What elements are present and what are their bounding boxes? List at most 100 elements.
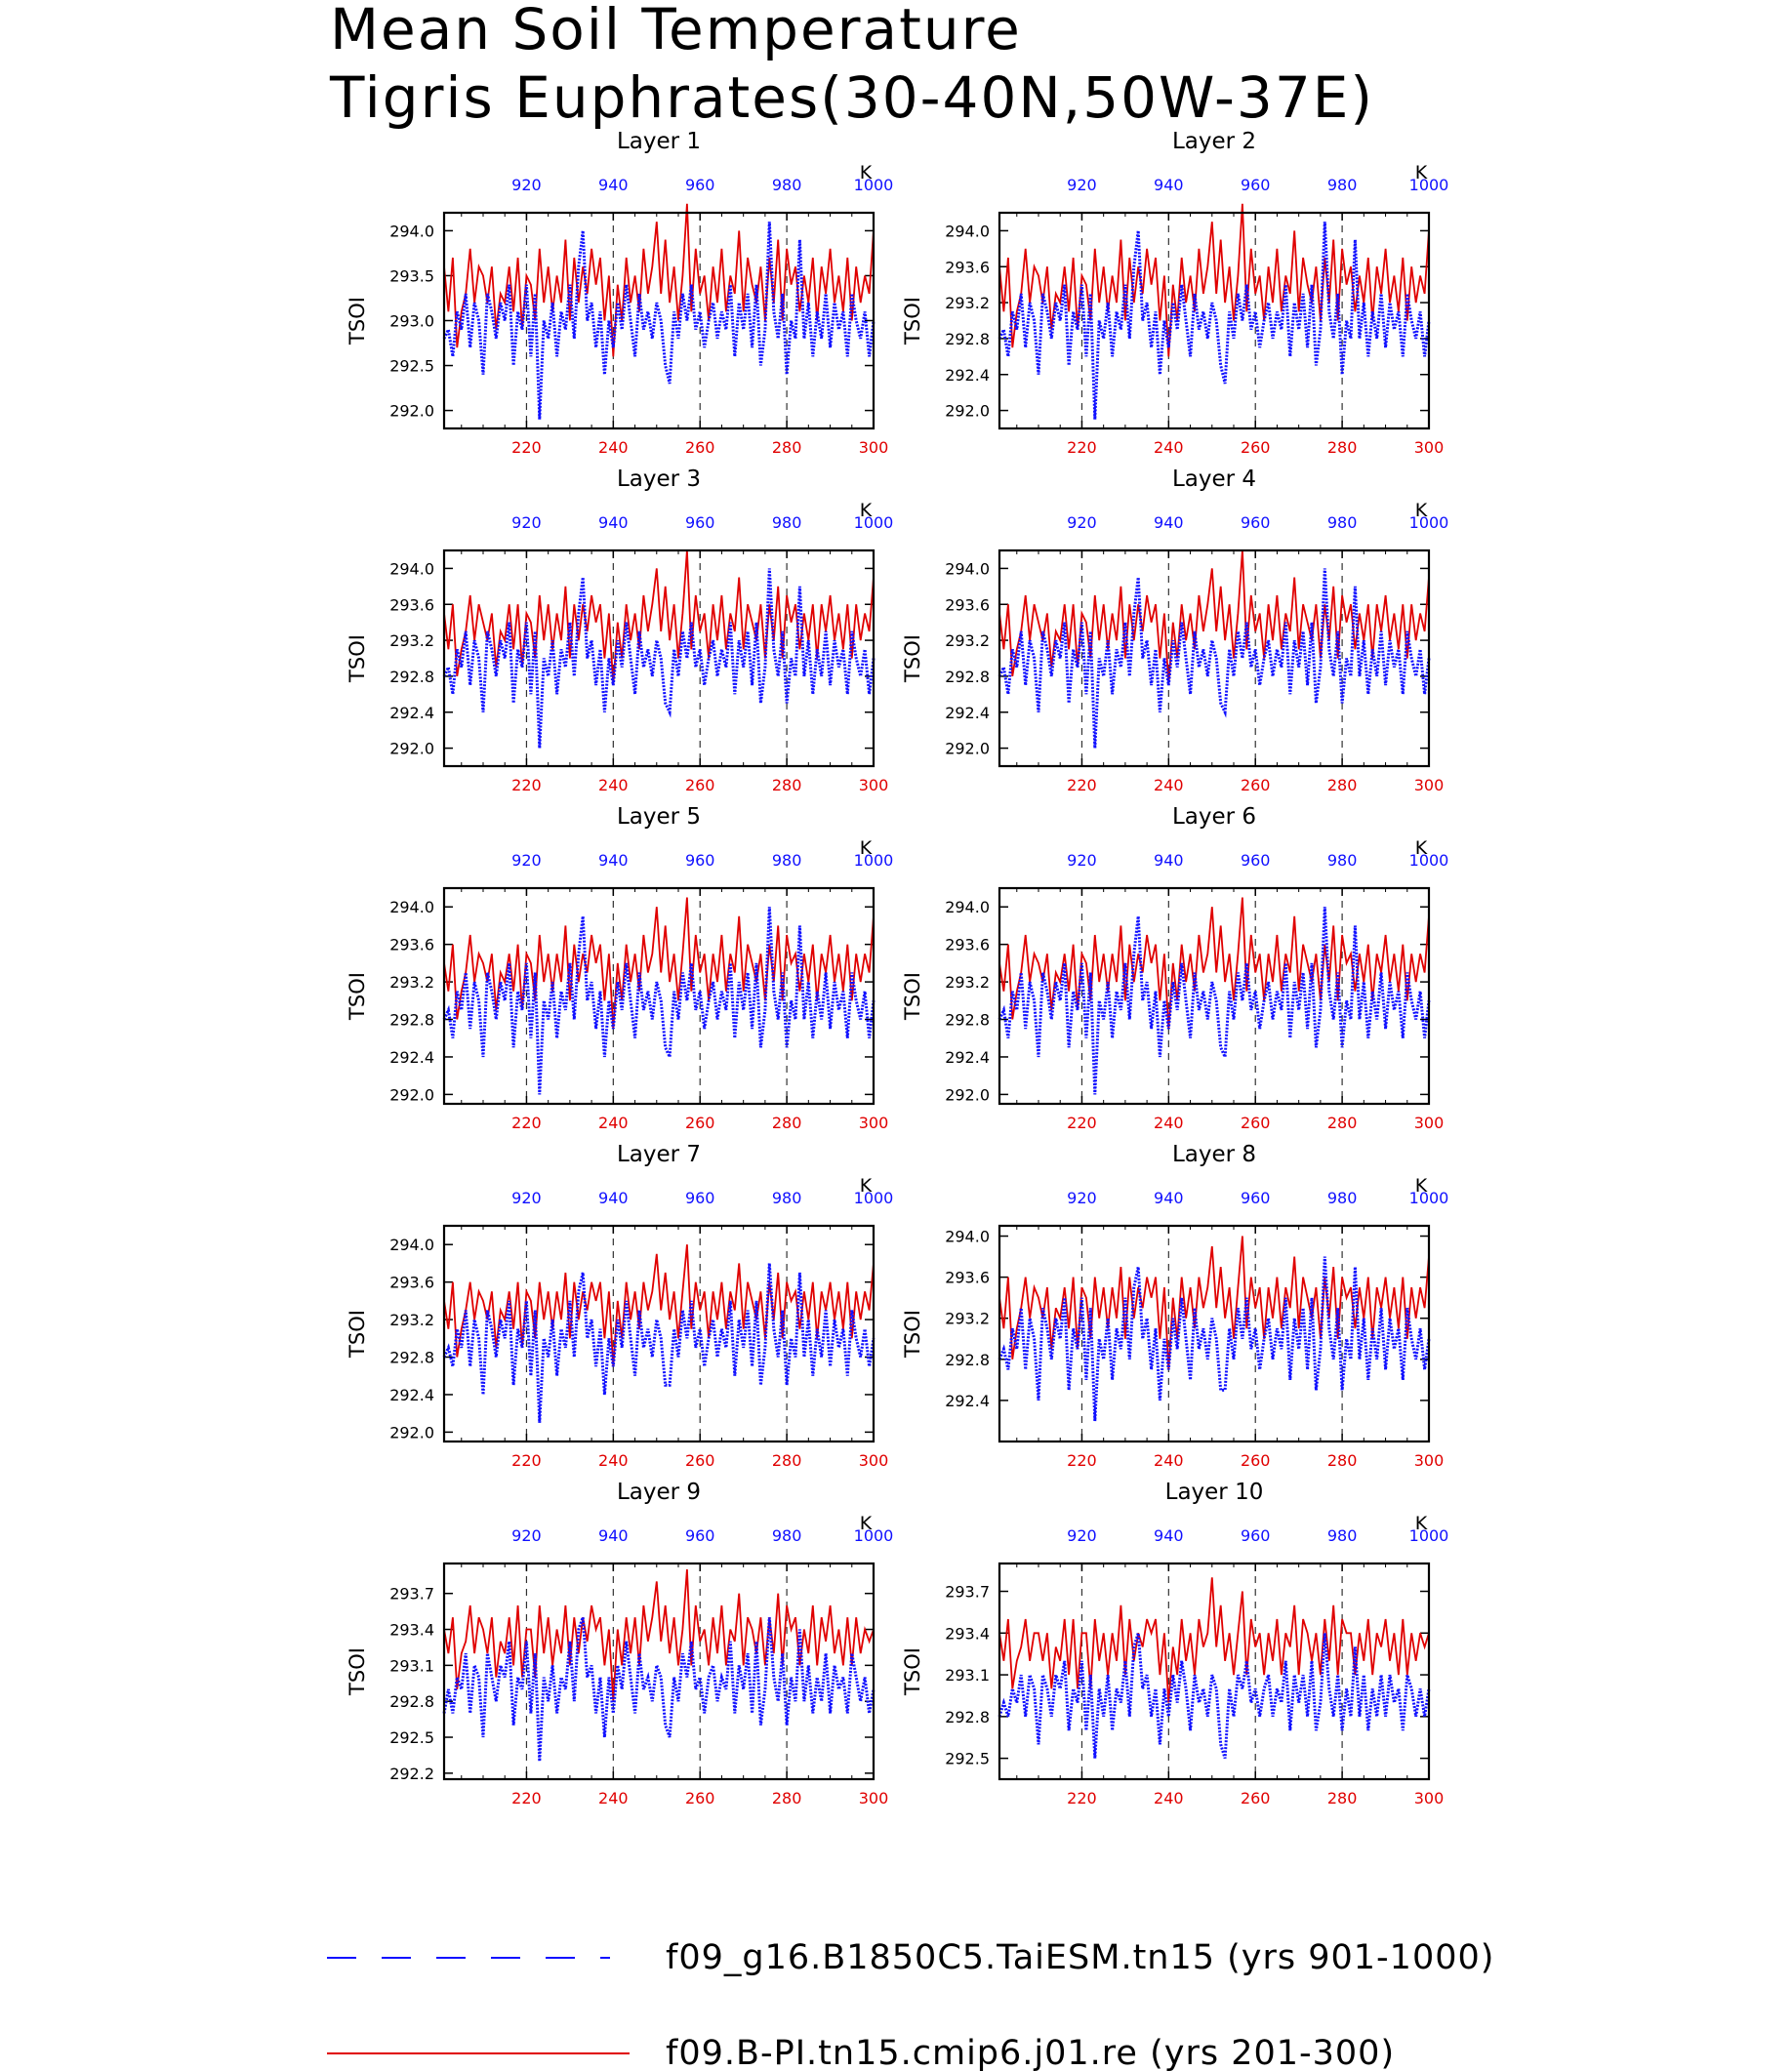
x-top-unit: K <box>860 1513 873 1534</box>
panel-10: Layer 10 220 920 240 940 260 960 280 980 300 1000K… <box>901 1480 1448 1807</box>
x-top-tick-label: 980 <box>772 513 802 532</box>
plot-frame <box>998 548 1431 768</box>
x-tick-label: 280 <box>772 1114 802 1132</box>
x-top-tick-label: 1000 <box>1409 1526 1449 1545</box>
x-top-tick-label: 920 <box>1067 851 1097 870</box>
series-red-line <box>998 1236 1430 1370</box>
x-tick-label: 220 <box>511 438 542 457</box>
y-tick-label: 292.0 <box>389 1085 434 1104</box>
x-tick-label: 220 <box>511 1114 542 1132</box>
x-top-tick-label: 920 <box>511 851 542 870</box>
y-tick-label: 293.6 <box>389 936 434 954</box>
x-top-tick-label: 940 <box>1154 851 1184 870</box>
y-tick-label: 293.2 <box>389 1311 434 1329</box>
x-top-tick-label: 960 <box>1241 851 1271 870</box>
legend: f09_g16.B1850C5.TaiESM.tn15 (yrs 901-100… <box>327 1938 1493 2071</box>
x-top-tick-label: 980 <box>1327 1189 1358 1207</box>
x-top-unit: K <box>1415 500 1428 521</box>
y-axis-label: TSOI <box>901 972 924 1021</box>
y-tick-label: 294.0 <box>945 222 990 240</box>
x-tick-label: 220 <box>511 1789 542 1807</box>
y-tick-label: 293.2 <box>389 631 434 650</box>
x-top-tick-label: 920 <box>511 1189 542 1207</box>
y-tick-label: 293.2 <box>945 631 990 650</box>
x-top-tick-label: 940 <box>598 513 629 532</box>
series-red-line <box>998 203 1430 357</box>
plot-frame <box>442 1562 876 1781</box>
x-top-tick-label: 960 <box>685 1189 715 1207</box>
x-tick-label: 240 <box>1154 1114 1184 1132</box>
series-blue-line <box>998 222 1431 420</box>
x-top-tick-label: 1000 <box>854 513 894 532</box>
x-top-tick-label: 920 <box>1067 513 1097 532</box>
y-tick-label: 292.0 <box>389 740 434 758</box>
y-tick-label: 292.8 <box>945 330 990 348</box>
y-tick-label: 292.4 <box>389 1048 434 1067</box>
y-tick-label: 294.0 <box>945 1228 990 1246</box>
x-tick-label: 300 <box>859 438 889 457</box>
series-red-line <box>443 1569 875 1702</box>
plot-frame <box>442 886 876 1106</box>
x-top-tick-label: 980 <box>1327 851 1358 870</box>
x-top-tick-label: 920 <box>511 176 542 194</box>
y-tick-label: 292.5 <box>389 1728 434 1747</box>
x-top-tick-label: 920 <box>511 513 542 532</box>
y-tick-label: 294.0 <box>389 559 434 578</box>
x-tick-label: 300 <box>859 1451 889 1470</box>
x-top-tick-label: 960 <box>1241 1526 1271 1545</box>
x-tick-label: 240 <box>1154 438 1184 457</box>
x-top-tick-label: 940 <box>1154 513 1184 532</box>
panel-title: Layer 5 <box>617 804 701 830</box>
y-tick-label: 292.8 <box>945 1351 990 1369</box>
x-top-tick-label: 960 <box>685 1526 715 1545</box>
series-blue-line <box>442 568 876 749</box>
panel-title: Layer 6 <box>1172 804 1256 830</box>
series-red-line <box>998 897 1430 1030</box>
y-tick-label: 293.6 <box>389 1274 434 1292</box>
x-tick-label: 220 <box>1067 438 1097 457</box>
x-top-unit: K <box>1415 162 1428 183</box>
plot-frame <box>442 1224 876 1443</box>
y-tick-label: 292.0 <box>389 1423 434 1442</box>
x-tick-label: 240 <box>598 438 629 457</box>
x-tick-label: 220 <box>1067 1451 1097 1470</box>
x-top-unit: K <box>860 500 873 521</box>
series-blue-line <box>998 1632 1431 1760</box>
y-tick-label: 293.2 <box>945 973 990 992</box>
panels-grid: Layer 12209202409402609602809803001000K2… <box>346 129 1448 1807</box>
series-blue-line <box>442 1616 876 1762</box>
y-tick-label: 294.0 <box>945 559 990 578</box>
x-tick-label: 280 <box>772 776 802 794</box>
x-top-tick-label: 960 <box>1241 176 1271 194</box>
y-axis-label: TSOI <box>346 972 369 1021</box>
x-tick-label: 280 <box>1327 776 1358 794</box>
x-tick-label: 300 <box>1414 1114 1445 1132</box>
y-axis-label: TSOI <box>901 634 924 683</box>
panel-title: Layer 3 <box>617 467 701 492</box>
y-tick-label: 293.1 <box>945 1666 990 1685</box>
y-tick-label: 292.8 <box>389 1349 434 1367</box>
series-red-line <box>443 203 875 357</box>
y-tick-label: 293.2 <box>389 973 434 992</box>
series-red-line <box>998 1577 1430 1703</box>
series-blue-line <box>442 907 876 1095</box>
x-top-tick-label: 960 <box>685 851 715 870</box>
y-tick-label: 293.4 <box>389 1621 434 1640</box>
x-top-tick-label: 1000 <box>1409 851 1449 870</box>
y-tick-label: 292.4 <box>945 1392 990 1410</box>
x-tick-label: 220 <box>1067 1789 1097 1807</box>
x-tick-label: 260 <box>685 1114 715 1132</box>
x-tick-label: 260 <box>1241 1789 1271 1807</box>
x-top-tick-label: 960 <box>1241 1189 1271 1207</box>
x-top-tick-label: 980 <box>772 1189 802 1207</box>
y-tick-label: 292.0 <box>945 1085 990 1104</box>
panel-title: Layer 1 <box>617 129 701 154</box>
series-blue-line <box>998 907 1431 1095</box>
x-top-tick-label: 940 <box>598 1189 629 1207</box>
x-tick-label: 240 <box>598 1114 629 1132</box>
y-tick-label: 292.5 <box>389 357 434 376</box>
